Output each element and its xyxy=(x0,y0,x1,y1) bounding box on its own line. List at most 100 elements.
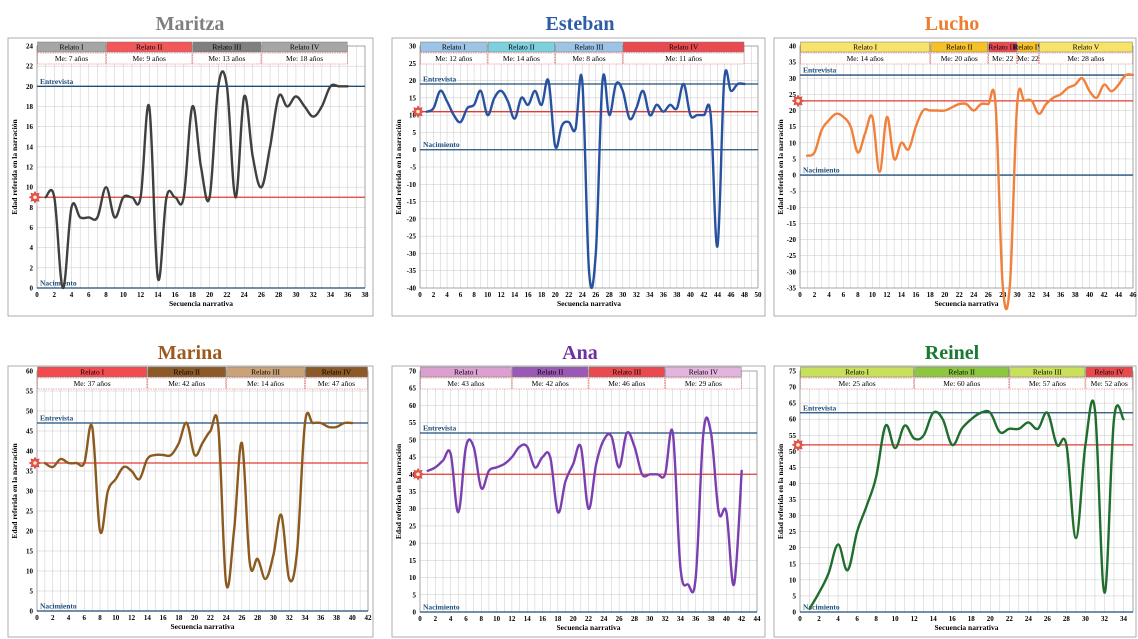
entrevista-label: Entrevista xyxy=(803,403,836,412)
relato-bar xyxy=(106,41,193,53)
y-tick-label: -10 xyxy=(787,204,797,212)
x-tick-label: 0 xyxy=(35,291,39,299)
me-box xyxy=(512,377,589,390)
x-tick-label: 10 xyxy=(869,291,877,299)
relato-label: Relato IV xyxy=(290,43,320,52)
y-tick-label: 40 xyxy=(26,448,34,456)
y-tick-label: 20 xyxy=(789,107,797,115)
axis-ticks: 0 2 4 6 8 10 12 14 16 18 20 22 24 26 28 30 32 34051015202… xyxy=(789,368,1127,624)
relato-label: Relato II xyxy=(508,43,535,52)
x-tick-label: 2 xyxy=(817,615,821,623)
axis-ticks: 0 2 4 6 8 10 12 14 16 18 20 22 24 26 28 30 32 34 36 38 40 42 4… xyxy=(407,43,762,300)
y-tick-label: 10 xyxy=(409,574,417,582)
relato-label: Relato II xyxy=(946,43,973,52)
y-tick-label: 50 xyxy=(789,448,797,456)
relato-label: Relato IV xyxy=(669,43,699,52)
y-tick-label: 8 xyxy=(30,204,34,212)
x-tick-label: 38 xyxy=(362,291,370,299)
relato-label: Relato III xyxy=(988,43,1017,52)
me-label: Me: 14 años xyxy=(247,379,284,388)
me-box xyxy=(588,377,665,390)
y-tick-label: -20 xyxy=(407,215,417,223)
x-tick-label: 32 xyxy=(310,291,318,299)
relato-bar xyxy=(800,366,914,378)
relato-bar xyxy=(261,41,348,53)
relato-label: Relato IV xyxy=(322,368,352,377)
y-tick-label: 55 xyxy=(789,432,797,440)
x-tick-label: 16 xyxy=(525,291,533,299)
x-tick-label: 36 xyxy=(692,615,700,623)
me-box xyxy=(226,377,305,390)
y-tick-label: 10 xyxy=(789,139,797,147)
y-axis-label: Edad referida en la narración xyxy=(394,119,403,215)
x-axis-label: Secuencia narrativa xyxy=(557,299,621,308)
me-box xyxy=(1039,52,1133,65)
y-tick-label: 6 xyxy=(30,224,34,232)
x-tick-label: 22 xyxy=(1006,615,1014,623)
x-tick-label: 36 xyxy=(317,614,325,622)
relato-bar xyxy=(512,366,589,378)
x-tick-label: 0 xyxy=(798,291,802,299)
x-tick-label: 26 xyxy=(258,291,266,299)
y-tick-label: 60 xyxy=(409,402,417,410)
relato-bar xyxy=(226,366,305,378)
relato-bar xyxy=(623,41,745,53)
x-tick-label: 46 xyxy=(1130,291,1138,299)
y-tick-label: 10 xyxy=(26,184,34,192)
y-tick-label: 2 xyxy=(30,264,34,272)
me-label: Me: 14 años xyxy=(503,54,540,63)
relato-label: Relato III xyxy=(212,43,241,52)
me-label: Me: 47 años xyxy=(318,379,355,388)
me-box xyxy=(192,52,262,65)
x-tick-label: 8 xyxy=(472,291,476,299)
y-tick-label: -25 xyxy=(787,252,797,260)
axis-ticks: 0 2 4 6 8 10 12 14 16 18 20 22 24 26 28 30 32 34 36 38 40 42 4… xyxy=(787,43,1137,300)
chart-title: Reinel xyxy=(925,342,980,364)
relato-bar xyxy=(420,41,488,53)
x-tick-label: 16 xyxy=(912,291,920,299)
relato-bar xyxy=(37,366,148,378)
me-box xyxy=(420,52,488,65)
me-label: Me: 25 años xyxy=(839,379,876,388)
chart-title: Ana xyxy=(562,342,598,364)
y-tick-label: 5 xyxy=(793,155,797,163)
y-tick-label: 0 xyxy=(413,609,417,617)
y-tick-label: 10 xyxy=(409,112,417,120)
y-tick-label: 35 xyxy=(409,488,417,496)
x-axis-label: Secuencia narrativa xyxy=(935,299,999,308)
reference-marker-icon xyxy=(411,467,425,481)
x-tick-label: 6 xyxy=(459,291,463,299)
series-points xyxy=(426,80,745,271)
y-tick-label: 30 xyxy=(409,43,417,51)
y-tick-label: 30 xyxy=(789,512,797,520)
y-tick-label: 35 xyxy=(789,59,797,67)
y-tick-label: -15 xyxy=(787,220,797,228)
me-label: Me: 42 años xyxy=(168,379,205,388)
x-tick-label: 2 xyxy=(51,614,55,622)
relato-bar xyxy=(800,41,931,53)
y-tick-label: -35 xyxy=(407,267,417,275)
relato-label: Relato IV xyxy=(1095,368,1125,377)
y-tick-label: 5 xyxy=(30,588,34,596)
x-tick-label: 10 xyxy=(112,614,120,622)
y-tick-label: 10 xyxy=(789,576,797,584)
x-tick-label: 22 xyxy=(207,614,215,622)
relato-bar xyxy=(665,366,742,378)
x-tick-label: 2 xyxy=(813,291,817,299)
y-tick-label: 30 xyxy=(26,488,34,496)
x-tick-label: 34 xyxy=(1120,615,1128,623)
me-label: Me: 7 años xyxy=(55,54,88,63)
me-box xyxy=(914,377,1010,390)
relato-bar xyxy=(420,366,512,378)
x-tick-label: 30 xyxy=(646,615,654,623)
y-tick-label: 55 xyxy=(409,419,417,427)
x-tick-label: 42 xyxy=(365,614,373,622)
me-box xyxy=(37,377,148,390)
y-tick-label: 12 xyxy=(26,164,34,172)
x-tick-label: 34 xyxy=(327,291,335,299)
me-label: Me: 9 años xyxy=(133,54,166,63)
me-box xyxy=(261,52,348,65)
